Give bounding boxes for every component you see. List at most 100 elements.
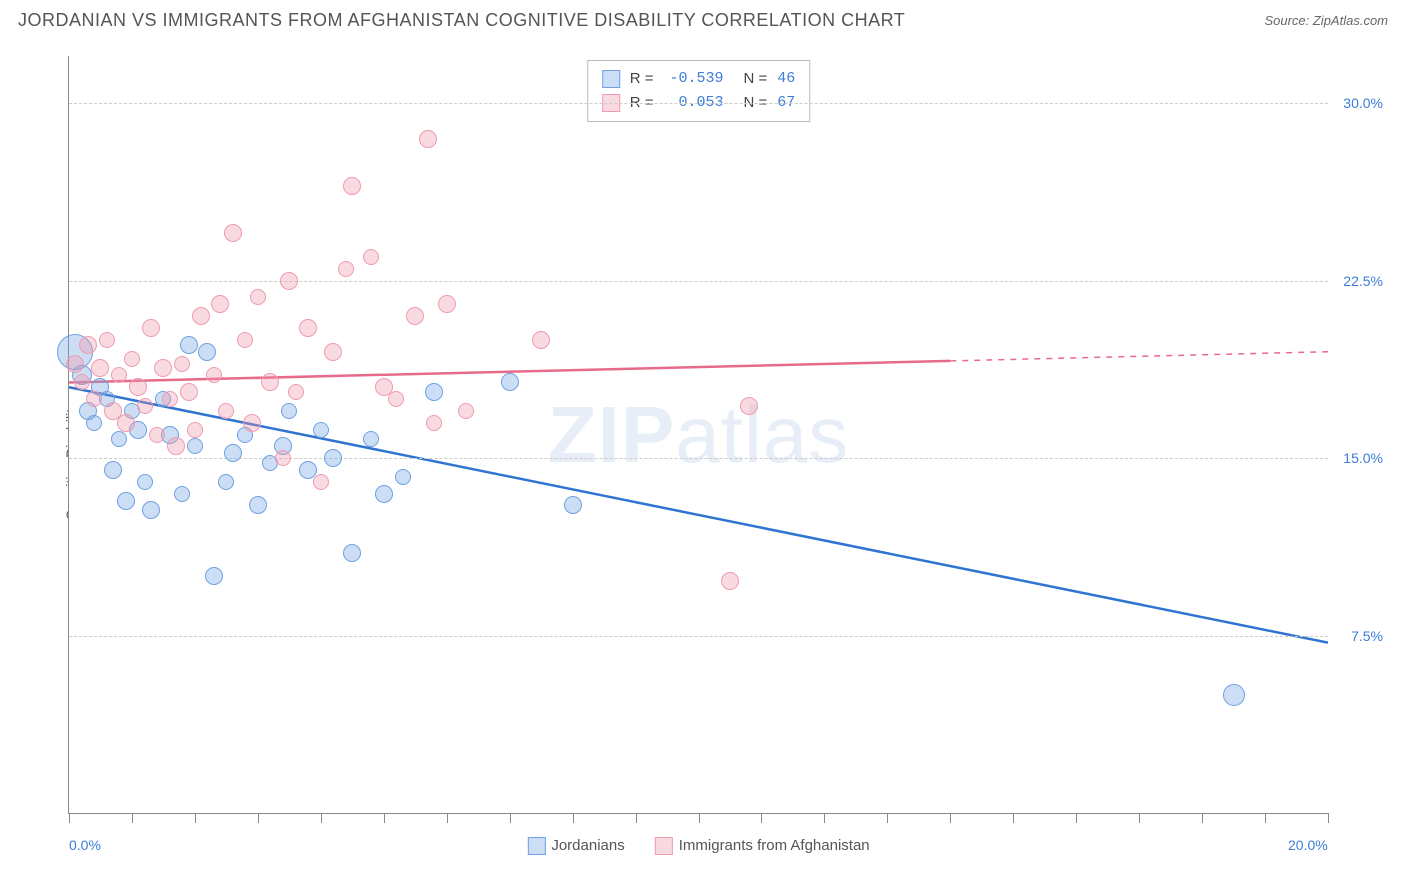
data-point [740, 397, 758, 415]
data-point [324, 449, 342, 467]
data-point [313, 422, 329, 438]
x-tick [321, 813, 322, 823]
data-point [288, 384, 304, 400]
data-point [142, 501, 160, 519]
data-point [154, 359, 172, 377]
data-point [111, 431, 127, 447]
data-point [406, 307, 424, 325]
data-point [129, 378, 147, 396]
y-tick-label: 15.0% [1343, 450, 1383, 466]
n-label: N = [743, 67, 767, 91]
legend-swatch [527, 837, 545, 855]
gridline [69, 103, 1328, 104]
x-tick [824, 813, 825, 823]
data-point [117, 492, 135, 510]
x-tick [1076, 813, 1077, 823]
data-point [137, 474, 153, 490]
data-point [124, 351, 140, 367]
chart-title: JORDANIAN VS IMMIGRANTS FROM AFGHANISTAN… [18, 10, 905, 31]
chart-container: Cognitive Disability ZIPatlas R =-0.539N… [18, 48, 1388, 874]
data-point [86, 391, 102, 407]
x-tick [1328, 813, 1329, 823]
r-label: R = [630, 67, 654, 91]
data-point [86, 415, 102, 431]
data-point [206, 367, 222, 383]
data-point [198, 343, 216, 361]
data-point [74, 374, 90, 390]
data-point [211, 295, 229, 313]
data-point [375, 485, 393, 503]
data-point [180, 336, 198, 354]
data-point [280, 272, 298, 290]
x-tick [132, 813, 133, 823]
data-point [99, 332, 115, 348]
data-point [363, 249, 379, 265]
data-point [324, 343, 342, 361]
data-point [192, 307, 210, 325]
gridline [69, 458, 1328, 459]
data-point [224, 224, 242, 242]
data-point [388, 391, 404, 407]
data-point [721, 572, 739, 590]
n-value: 46 [777, 67, 795, 91]
series-name: Immigrants from Afghanistan [679, 837, 870, 854]
x-tick-label: 0.0% [69, 837, 101, 853]
data-point [249, 496, 267, 514]
data-point [137, 398, 153, 414]
data-point [174, 356, 190, 372]
series-legend: Jordanians Immigrants from Afghanistan [527, 837, 869, 855]
data-point [243, 414, 261, 432]
data-point [187, 438, 203, 454]
data-point [218, 403, 234, 419]
x-tick [447, 813, 448, 823]
watermark: ZIPatlas [548, 389, 849, 481]
y-tick-label: 22.5% [1343, 273, 1383, 289]
y-tick-label: 7.5% [1351, 628, 1383, 644]
data-point [426, 415, 442, 431]
plot-area: ZIPatlas R =-0.539N =46R =0.053N =67 Jor… [68, 56, 1328, 814]
data-point [187, 422, 203, 438]
data-point [343, 177, 361, 195]
data-point [532, 331, 550, 349]
data-point [66, 355, 84, 373]
x-tick [1139, 813, 1140, 823]
data-point [338, 261, 354, 277]
data-point [313, 474, 329, 490]
data-point [343, 544, 361, 562]
data-point [205, 567, 223, 585]
data-point [363, 431, 379, 447]
gridline [69, 281, 1328, 282]
x-tick [384, 813, 385, 823]
series-legend-item: Jordanians [527, 837, 624, 855]
x-tick [1013, 813, 1014, 823]
x-tick [573, 813, 574, 823]
data-point [218, 474, 234, 490]
legend-swatch [602, 70, 620, 88]
data-point [162, 391, 178, 407]
x-tick [950, 813, 951, 823]
data-point [142, 319, 160, 337]
x-tick [195, 813, 196, 823]
data-point [237, 332, 253, 348]
x-tick [761, 813, 762, 823]
data-point [180, 383, 198, 401]
data-point [250, 289, 266, 305]
source-credit: Source: ZipAtlas.com [1264, 13, 1388, 28]
data-point [458, 403, 474, 419]
x-tick [636, 813, 637, 823]
data-point [564, 496, 582, 514]
data-point [425, 383, 443, 401]
data-point [104, 461, 122, 479]
data-point [149, 427, 165, 443]
x-tick [69, 813, 70, 823]
data-point [111, 367, 127, 383]
x-tick [699, 813, 700, 823]
data-point [299, 319, 317, 337]
data-point [395, 469, 411, 485]
x-tick [1202, 813, 1203, 823]
x-tick [1265, 813, 1266, 823]
data-point [275, 450, 291, 466]
x-tick [887, 813, 888, 823]
data-point [281, 403, 297, 419]
legend-row: R =-0.539N =46 [602, 67, 796, 91]
